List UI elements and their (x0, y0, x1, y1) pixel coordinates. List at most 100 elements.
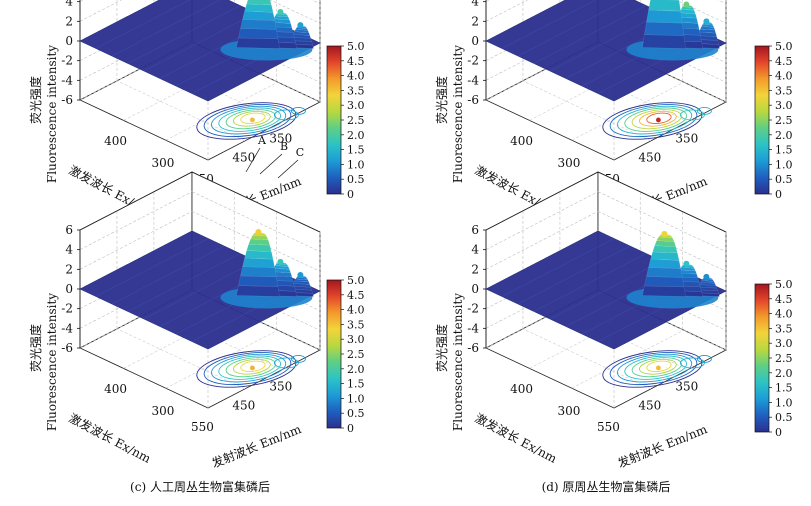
surface-mesh-line (533, 253, 647, 312)
box-top-edge (485, 171, 727, 233)
contour-line (218, 355, 282, 380)
contour-line (290, 355, 306, 363)
grid-line (571, 329, 684, 389)
colorbar-tick-label: 1.5 (775, 382, 793, 395)
z-tick-label: 6 (65, 223, 73, 237)
em-tick-label: 450 (232, 398, 255, 412)
grid-line (165, 329, 278, 389)
contour-line (218, 107, 282, 132)
peak-callout-line (259, 153, 283, 175)
surface-peak-band (650, 251, 680, 261)
surface-peak-band (240, 19, 277, 30)
surface-peak-band (642, 34, 686, 49)
colorbar-tick-label: 2.0 (347, 363, 365, 376)
z-tick-label: 0 (471, 282, 479, 296)
surface-peak-band (238, 28, 279, 40)
em-tick-label: 350 (269, 379, 292, 393)
em-tick-label: 450 (638, 398, 661, 412)
surface-peak-band (646, 10, 683, 24)
surface-peak-top (297, 271, 304, 278)
contour-peak-center (250, 117, 255, 123)
z-tick-label: 0 (65, 282, 73, 296)
surface-peak-top (255, 228, 262, 235)
grid-line (79, 211, 193, 270)
colorbar-tick-label: 3.0 (775, 337, 793, 350)
z-axis-label-en: Fluorescence intensity (45, 45, 59, 183)
z-tick-label: 4 (471, 243, 479, 257)
surface-peak-top (661, 230, 668, 237)
grid-line (116, 328, 246, 390)
colorbar-tick-label: 0.5 (347, 407, 365, 420)
colorbar-tick-label: 4.0 (347, 304, 365, 317)
ex-tick-label: 300 (152, 156, 175, 170)
contour-line (290, 107, 306, 115)
colorbar-tick-label: 3.5 (347, 84, 365, 97)
colorbar-tick-label: 0.5 (775, 411, 793, 424)
colorbar-tick-label: 1.5 (775, 144, 793, 157)
colorbar-tick-label: 3.0 (775, 99, 793, 112)
surface-peak-band (244, 3, 274, 13)
grid-line (79, 0, 122, 22)
colorbar-tick-label: 4.0 (775, 308, 793, 321)
colorbar-tick-label: 5.0 (347, 274, 365, 287)
z-tick-label: 4 (65, 243, 73, 257)
em-tick-label: 550 (597, 420, 620, 434)
colorbar-tick-label: 2.5 (347, 114, 365, 127)
z-tick-label: -2 (467, 302, 479, 316)
grid-line (522, 80, 652, 142)
colorbar-tick-label: 4.0 (775, 70, 793, 83)
surface-peak-band (642, 285, 686, 297)
surface-peak-top (297, 22, 304, 29)
surface-peak-band (242, 258, 275, 268)
chart-panel-c: 6 4 2 0 -2 -4 -6 荧光强度 Fluorescence intensity 400 3… (28, 171, 365, 494)
surface-peak-band (240, 266, 277, 278)
colorbar-tick-label: 3.5 (775, 322, 793, 335)
peak-callout-line (245, 147, 261, 173)
contour-line (624, 107, 688, 132)
contour-line (609, 352, 698, 386)
contour-line (679, 357, 705, 369)
colorbar-tick-label: 5.0 (347, 40, 365, 53)
ex-tick-label: 400 (510, 134, 533, 148)
contour-line (646, 112, 672, 124)
colorbar (754, 45, 770, 195)
colorbar-tick-label: 1.0 (347, 392, 365, 405)
em-tick-label: 550 (191, 420, 214, 434)
z-tick-label: 0 (471, 34, 479, 48)
panel-caption: (d) 原周丛生物富集磷后 (542, 479, 671, 494)
z-tick-label: -6 (467, 93, 479, 107)
z-tick-label: -4 (467, 321, 479, 335)
surface-peak-band (648, 0, 681, 12)
z-tick-label: 4 (65, 0, 73, 9)
colorbar-tick-label: 4.5 (347, 289, 365, 302)
colorbar-tick-label: 2.0 (775, 367, 793, 380)
contour-peak-center (656, 365, 661, 371)
surface-mesh-line (95, 0, 191, 49)
z-tick-label: -6 (61, 341, 73, 355)
colorbar-tick-label: 0 (775, 426, 782, 439)
contour-line (211, 353, 287, 383)
colorbar-tick-label: 0.5 (347, 173, 365, 186)
surface-mesh-line (501, 238, 615, 297)
surface-mesh-line (127, 253, 241, 312)
grid-line (675, 0, 727, 24)
contour-line (646, 360, 672, 372)
contour-line (273, 109, 299, 121)
colorbar-tick-label: 3.5 (347, 318, 365, 331)
peak-callout-line (277, 159, 299, 179)
surface-mesh-line (111, 0, 221, 57)
surface-peak-band (238, 275, 279, 287)
surface-mesh-line (143, 260, 257, 320)
colorbar-tick-label: 1.5 (347, 378, 365, 391)
contour-line (696, 107, 712, 115)
contour-line (696, 355, 712, 363)
z-tick-label: -2 (61, 302, 73, 316)
surface-mesh-line (143, 12, 257, 72)
grid-line (79, 191, 193, 250)
colorbar (754, 283, 770, 433)
grid-line (571, 81, 684, 141)
surface-mesh-line (549, 260, 663, 320)
ex-tick-label: 400 (104, 134, 127, 148)
surface-peak-top (277, 9, 284, 16)
